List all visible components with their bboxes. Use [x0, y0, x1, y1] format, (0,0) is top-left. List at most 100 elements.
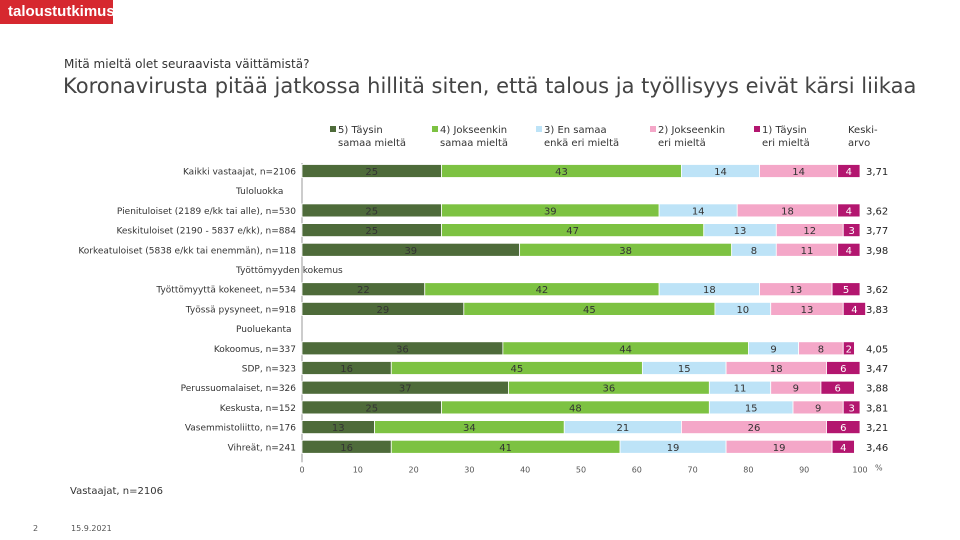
x-tick-label: 70 — [688, 465, 698, 474]
data-label: 3 — [848, 403, 854, 414]
data-label: 13 — [734, 226, 747, 237]
data-label: 44 — [619, 344, 632, 355]
data-label: 45 — [583, 305, 596, 316]
legend-label: eri mieltä — [762, 138, 810, 149]
data-label: 18 — [781, 206, 794, 217]
average-value: 3,46 — [866, 443, 888, 454]
question-text: Mitä mieltä olet seuraavista väittämistä… — [64, 57, 310, 71]
data-label: 19 — [773, 443, 786, 454]
data-label: 3 — [848, 226, 854, 237]
data-label: 29 — [377, 305, 390, 316]
data-label: 13 — [332, 423, 345, 434]
average-value: 3,62 — [866, 285, 888, 296]
bar-segment — [837, 203, 861, 218]
x-tick-label: 80 — [743, 465, 753, 474]
data-label: 42 — [536, 285, 549, 296]
brand-logo: taloustutkimus — [0, 0, 115, 24]
data-label: 10 — [736, 305, 749, 316]
data-label: 39 — [404, 246, 417, 257]
data-label: 26 — [748, 423, 761, 434]
data-label: 8 — [818, 344, 824, 355]
x-tick-label: 100 — [852, 465, 867, 474]
data-label: 22 — [357, 285, 370, 296]
data-label: 6 — [840, 423, 846, 434]
row-label: Pienituloiset (2189 e/kk tai alle), n=53… — [117, 207, 296, 217]
data-label: 39 — [544, 206, 557, 217]
data-label: 48 — [569, 403, 582, 414]
row-label: Työttömyyttä kokeneet, n=534 — [155, 286, 296, 296]
data-label: 6 — [840, 364, 846, 375]
data-label: 6 — [834, 384, 840, 395]
average-value: 3,71 — [866, 167, 888, 178]
data-label: 4 — [851, 305, 857, 316]
data-label: 11 — [734, 384, 747, 395]
data-label: 14 — [714, 167, 727, 178]
bar-segment — [842, 400, 861, 415]
x-axis-unit: % — [875, 463, 883, 472]
average-header: arvo — [848, 138, 870, 149]
data-label: 15 — [745, 403, 758, 414]
data-label: 34 — [463, 423, 476, 434]
bar-segment — [837, 164, 861, 178]
x-tick-label: 60 — [632, 465, 642, 474]
legend-label: 5) Täysin — [338, 125, 383, 136]
average-value: 3,81 — [866, 403, 888, 414]
data-label: 38 — [619, 246, 632, 257]
data-label: 14 — [792, 167, 805, 178]
x-tick-label: 90 — [799, 465, 809, 474]
bar-segment — [831, 282, 861, 297]
x-tick-label: 20 — [409, 465, 419, 474]
bar-segment — [842, 223, 861, 238]
row-label: Keskusta, n=152 — [220, 404, 296, 414]
data-label: 45 — [510, 364, 523, 375]
data-label: 21 — [616, 423, 629, 434]
bar-segment — [826, 420, 861, 435]
x-tick-label: 50 — [576, 465, 586, 474]
legend-label: enkä eri mieltä — [544, 138, 619, 149]
data-label: 4 — [846, 206, 852, 217]
legend-swatch — [330, 126, 336, 132]
average-value: 3,88 — [866, 384, 888, 395]
data-label: 9 — [793, 384, 799, 395]
bar-segment — [831, 439, 855, 454]
x-tick-label: 0 — [299, 465, 304, 474]
data-label: 11 — [801, 246, 814, 257]
group-label: Työttömyyden kokemus — [235, 266, 343, 276]
legend-label: 1) Täysin — [762, 125, 807, 136]
legend-label: 2) Jokseenkin — [658, 125, 725, 136]
data-label: 47 — [566, 226, 579, 237]
data-label: 36 — [396, 344, 409, 355]
data-label: 4 — [846, 167, 852, 178]
legend-label: samaa mieltä — [338, 138, 406, 149]
row-label: Keskituloiset (2190 - 5837 e/kk), n=884 — [116, 227, 296, 237]
data-label: 15 — [678, 364, 691, 375]
row-label: Vihreät, n=241 — [228, 443, 296, 453]
average-header: Keski- — [848, 125, 878, 136]
legend-label: 4) Jokseenkin — [440, 125, 507, 136]
average-value: 3,98 — [866, 246, 888, 257]
data-label: 2 — [846, 344, 852, 355]
average-value: 3,47 — [866, 364, 888, 375]
legend-label: samaa mieltä — [440, 138, 508, 149]
x-tick-label: 30 — [464, 465, 474, 474]
data-label: 18 — [770, 364, 783, 375]
data-label: 4 — [846, 246, 852, 257]
row-label: Työssä pysyneet, n=918 — [185, 305, 296, 315]
bar-segment — [837, 242, 861, 257]
data-label: 41 — [499, 443, 512, 454]
data-label: 12 — [803, 226, 816, 237]
respondents-note: Vastaajat, n=2106 — [70, 486, 163, 497]
average-value: 4,05 — [866, 344, 888, 355]
data-label: 8 — [751, 246, 757, 257]
data-label: 19 — [667, 443, 680, 454]
legend-label: eri mieltä — [658, 138, 706, 149]
group-label: Puoluekanta — [236, 325, 292, 335]
average-value: 3,21 — [866, 423, 888, 434]
data-label: 16 — [340, 364, 353, 375]
group-label: Tuloluokka — [235, 187, 283, 197]
data-label: 5 — [843, 285, 849, 296]
legend-swatch — [536, 126, 542, 132]
bar-segment — [820, 380, 855, 395]
row-label: SDP, n=323 — [242, 365, 296, 375]
